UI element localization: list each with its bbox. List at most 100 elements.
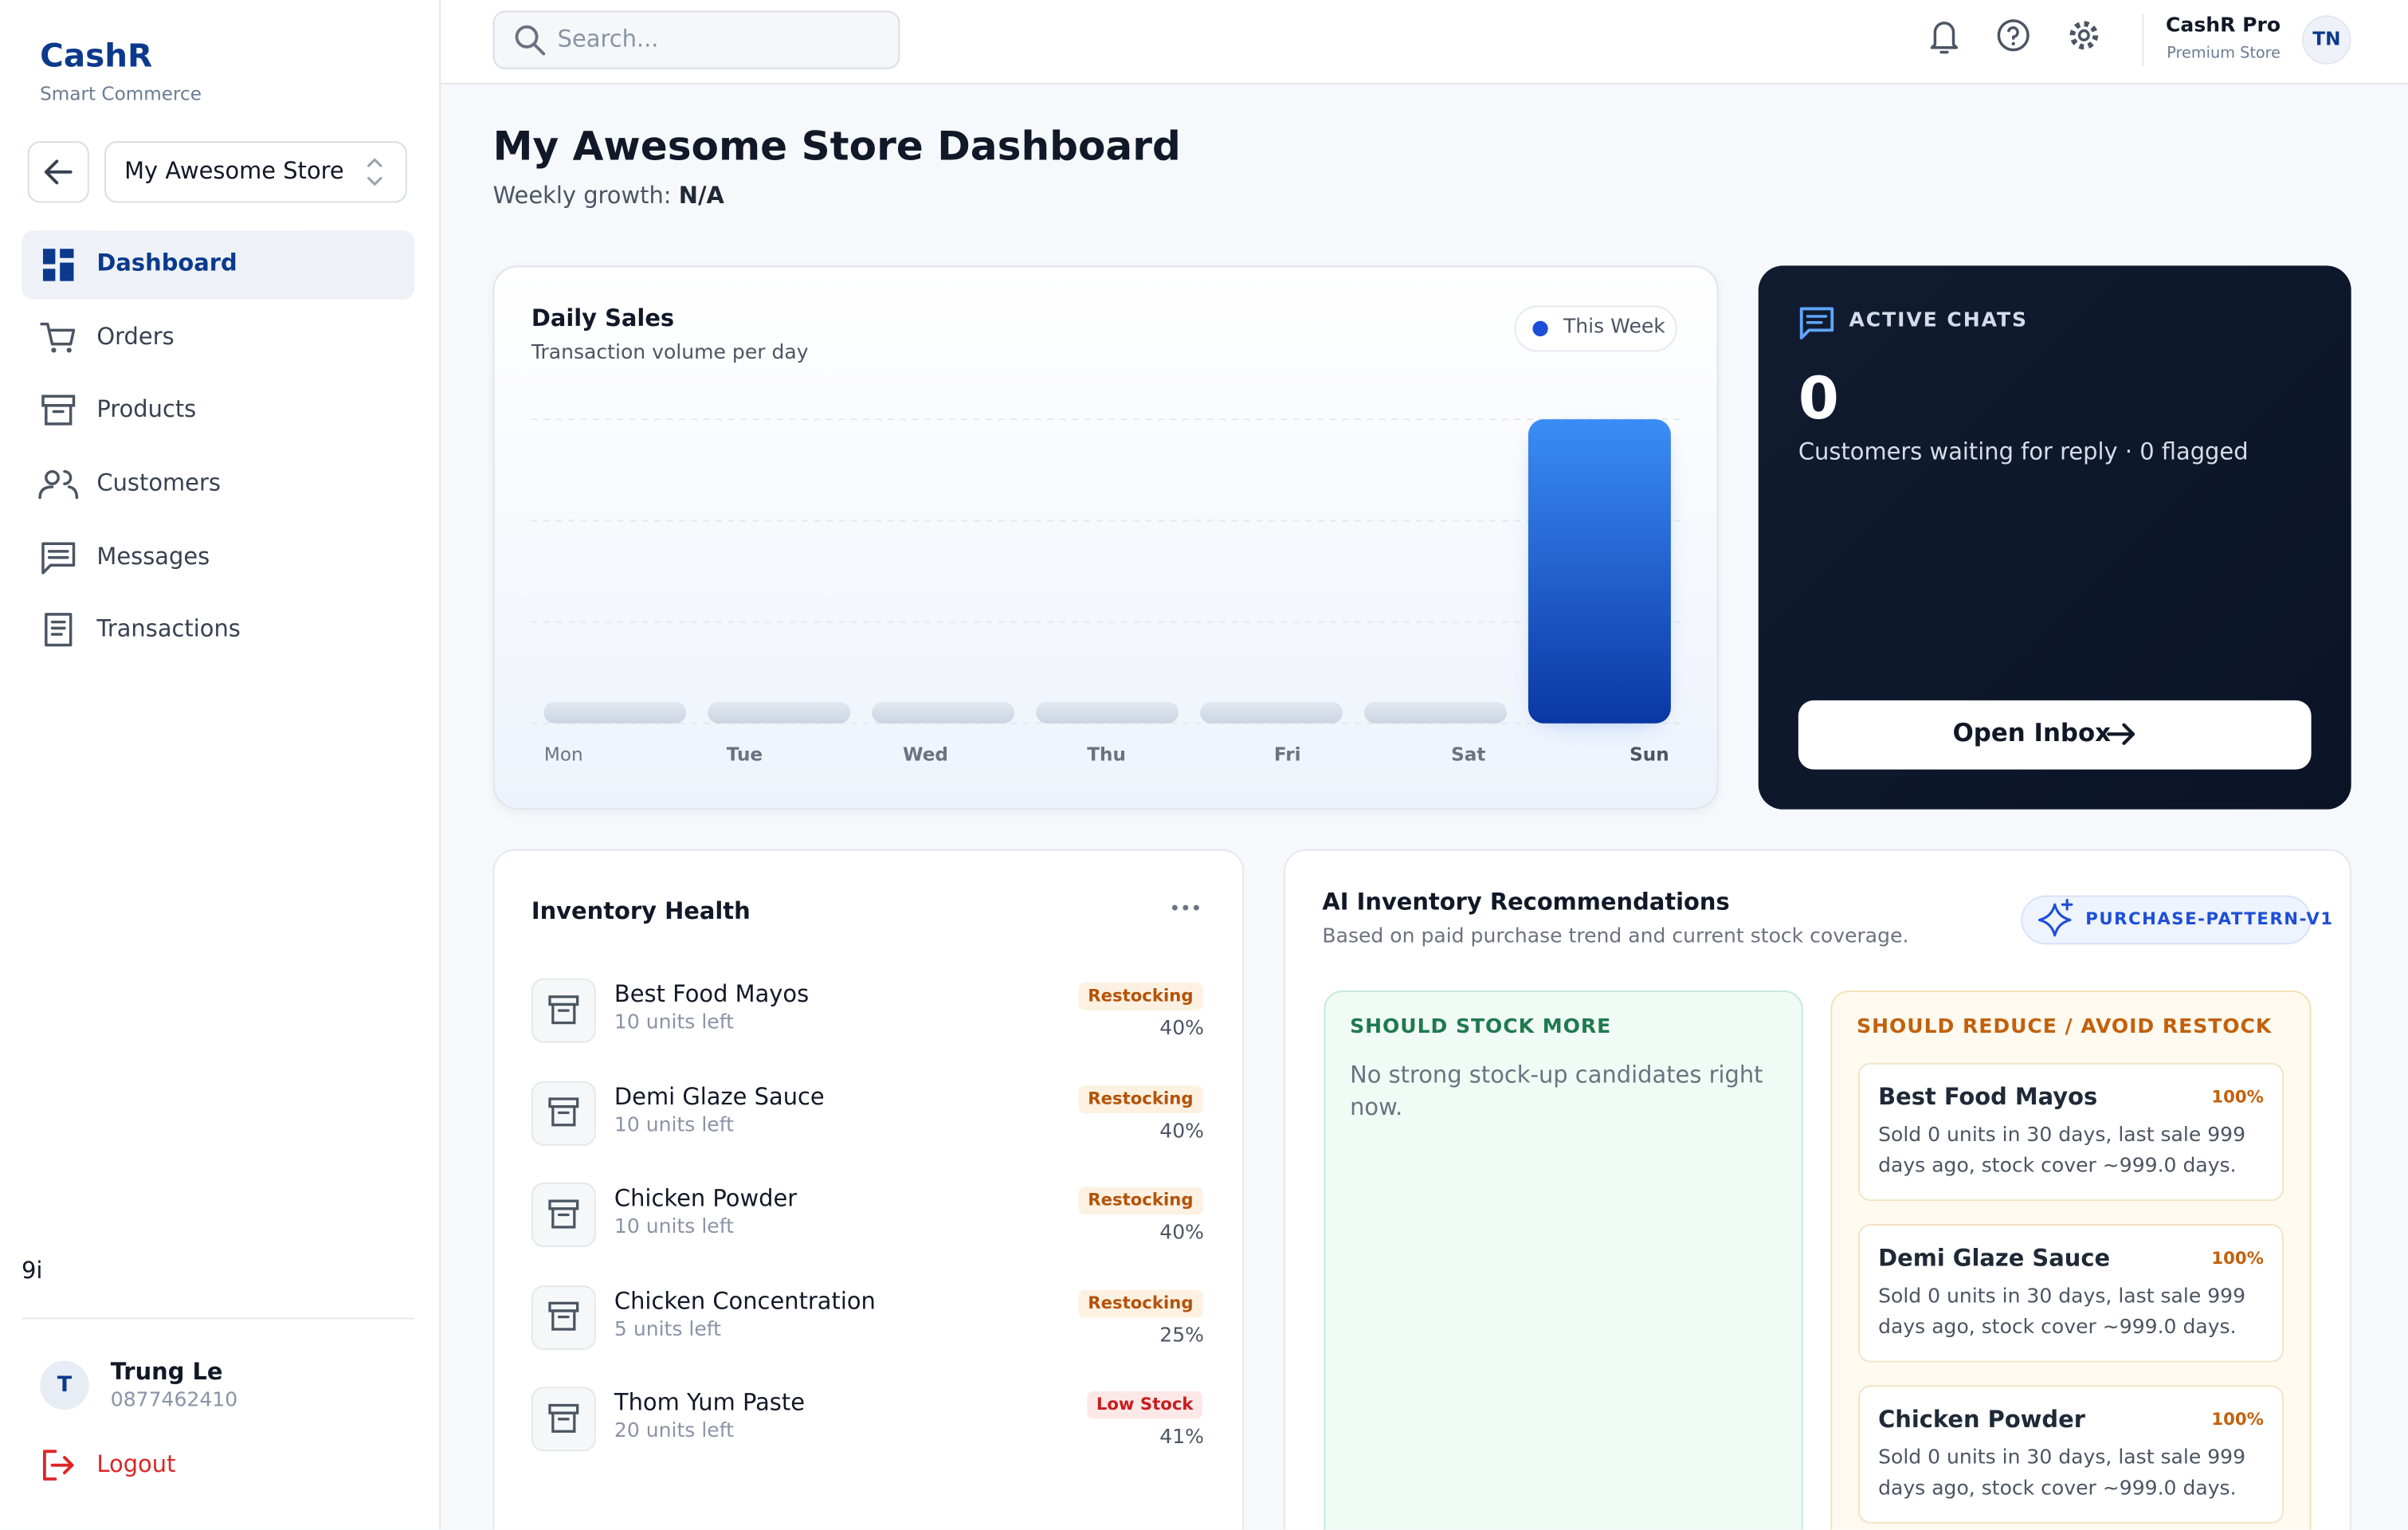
bar (543, 701, 687, 724)
recommendation-item (1858, 1385, 2284, 1524)
header-divider (2142, 14, 2144, 66)
recommendation-score: 100% (2211, 1409, 2264, 1430)
icon-stroke (1997, 19, 2030, 52)
nav-icon[interactable] (45, 613, 73, 647)
archive-icon (548, 1403, 579, 1433)
recommendation-name: Demi Glaze Sauce (1878, 1244, 2111, 1273)
icon-stroke (551, 1309, 576, 1331)
x-tick-label: Sat (1451, 743, 1486, 766)
user-phone: 0877462410 (110, 1389, 238, 1413)
stock-percent: 40% (1159, 1222, 1205, 1246)
settings-icon[interactable] (2069, 21, 2099, 50)
icon-stroke (41, 542, 76, 575)
item-stock: 5 units left (614, 1317, 721, 1341)
nav-item[interactable]: Messages (96, 542, 210, 571)
recommendation-detail: Sold 0 units in 30 days, last sale 999 d… (1878, 1124, 2246, 1179)
logout-icon[interactable] (42, 1450, 74, 1481)
archive-icon (548, 1199, 579, 1229)
nav-item[interactable]: Products (96, 394, 197, 423)
stock-percent: 41% (1159, 1426, 1205, 1450)
item-name[interactable]: Chicken Powder (614, 1184, 798, 1213)
nav-icon[interactable] (41, 542, 76, 575)
stock-more-panel (1324, 991, 1803, 1530)
nav-item[interactable]: Dashboard (96, 249, 237, 277)
nav-icon[interactable] (38, 469, 79, 500)
item-name[interactable]: Demi Glaze Sauce (614, 1082, 825, 1110)
back-icon[interactable] (44, 159, 73, 185)
legend-label: This Week (1563, 316, 1665, 339)
search-placeholder[interactable]: Search... (557, 25, 659, 53)
bar (1036, 701, 1179, 724)
icon-stroke (551, 1207, 576, 1229)
archive-icon (548, 1097, 579, 1127)
open-inbox-label[interactable]: Open Inbox (1952, 718, 2112, 747)
stock-more-empty: No strong stock-up candidates right now. (1350, 1061, 1763, 1121)
help-icon[interactable] (1997, 19, 2030, 52)
icon-fill (42, 249, 56, 265)
icon-stroke (42, 1450, 74, 1481)
tagline: Smart Commerce (40, 83, 202, 105)
logout[interactable]: Logout (96, 1450, 176, 1478)
item-name[interactable]: Best Food Mayos (614, 980, 810, 1008)
nav-icon[interactable] (40, 322, 76, 353)
item-name[interactable]: Chicken Concentration (614, 1286, 876, 1315)
recommendation-detail: Sold 0 units in 30 days, last sale 999 d… (1878, 1285, 2246, 1340)
nav-item[interactable]: Transactions (96, 614, 241, 643)
more-button[interactable] (1171, 904, 1199, 911)
bar (872, 701, 1015, 724)
icon-fill (42, 269, 56, 281)
bell-icon[interactable] (1930, 22, 1959, 54)
nav-icon[interactable] (41, 394, 76, 426)
chat-icon (1799, 307, 1834, 339)
open-inbox-button[interactable] (1798, 700, 2312, 770)
icon-stroke (2077, 29, 2090, 41)
status-badge: Low Stock (1087, 1391, 1203, 1420)
nav-item[interactable]: Orders (96, 323, 175, 351)
stock-percent: 40% (1159, 1120, 1205, 1144)
chats-count: 0 (1798, 364, 1839, 433)
store-name[interactable]: My Awesome Store (124, 157, 344, 185)
plan-tier: Premium Store (2167, 45, 2281, 63)
x-tick-label: Thu (1087, 743, 1126, 766)
icon-stroke (51, 347, 57, 353)
item-stock: 10 units left (614, 1215, 734, 1239)
item-name[interactable]: Thom Yum Paste (614, 1388, 805, 1417)
icon-stroke (1930, 22, 1959, 54)
recommendations-title: AI Inventory Recommendations (1322, 888, 1730, 916)
recommendation-item (1858, 1062, 2284, 1202)
divider (21, 1317, 415, 1320)
x-tick-label: Tue (726, 743, 763, 766)
icon-stroke (63, 469, 79, 500)
nav-active[interactable] (21, 230, 415, 300)
user-name: Trung Le (110, 1358, 223, 1386)
x-tick-label: Sun (1630, 743, 1669, 766)
recommendation-score: 100% (2211, 1248, 2264, 1269)
chart-title: Daily Sales (531, 304, 675, 332)
growth: Weekly growth: N/A (493, 182, 724, 212)
nav-item[interactable]: Customers (96, 469, 221, 496)
item-stock: 10 units left (614, 1113, 734, 1137)
status-badge: Restocking (1078, 983, 1203, 1011)
model-name: PURCHASE-PATTERN-V1 (2085, 908, 2334, 929)
stock-more-title: SHOULD STOCK MORE (1350, 1016, 1612, 1039)
page-title: My Awesome Store Dashboard (492, 124, 1181, 171)
icon-fill (1193, 904, 1199, 911)
recommendations-subtitle: Based on paid purchase trend and current… (1322, 925, 1909, 949)
x-tick-label: Wed (903, 743, 948, 766)
search-box[interactable] (492, 10, 900, 69)
icon-fill (1182, 904, 1189, 911)
icon-stroke (2069, 21, 2099, 50)
brand: CashR (40, 37, 153, 75)
avatar[interactable] (2302, 15, 2351, 65)
icon-stroke (2107, 723, 2135, 745)
user-initial: T (57, 1372, 73, 1398)
status-badge: Restocking (1078, 1085, 1203, 1113)
avatar-initials: TN (2312, 28, 2341, 50)
store-select[interactable] (104, 141, 407, 203)
icon-stroke (2037, 898, 2073, 937)
nav-icon[interactable] (42, 249, 74, 281)
arrow-icon[interactable] (2107, 723, 2135, 745)
stock-percent: 40% (1159, 1017, 1205, 1041)
